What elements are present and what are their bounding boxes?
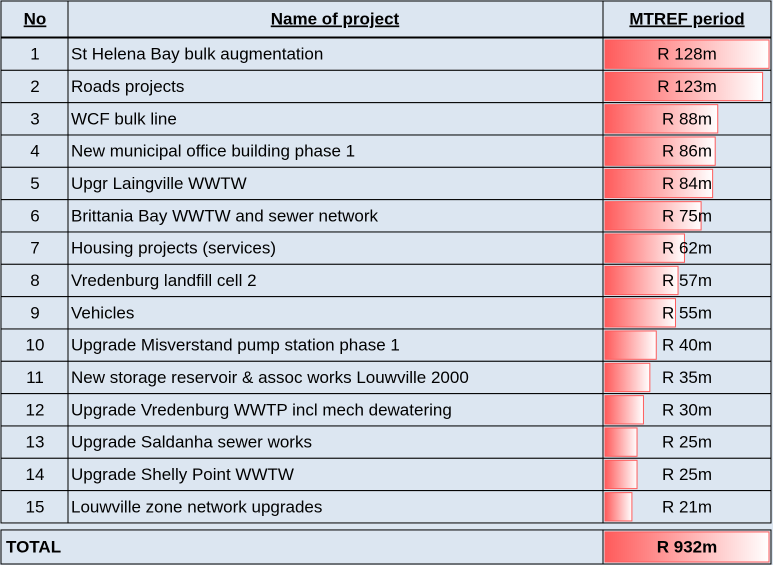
- project-name: Brittania Bay WWTW and sewer network: [71, 206, 379, 225]
- project-name: Upgrade Saldanha sewer works: [71, 433, 312, 452]
- row-number: 1: [30, 45, 39, 64]
- cell: [0, 69, 69, 104]
- value-label: R 35m: [662, 368, 712, 387]
- data-bar: [604, 136, 716, 166]
- project-name: Upgrade Misverstand pump station phase 1: [71, 336, 400, 355]
- cell: [67, 425, 604, 459]
- data-bar: [604, 427, 638, 457]
- header-cell: [67, 0, 604, 38]
- cell: [67, 134, 604, 168]
- value-label: R 84m: [662, 174, 712, 193]
- row-number: 11: [26, 368, 44, 387]
- cell: [67, 69, 604, 104]
- cell: [67, 102, 604, 136]
- row-number: 14: [26, 465, 45, 484]
- row-number: 4: [30, 142, 39, 161]
- total-value: R 932m: [657, 537, 717, 556]
- data-bar: [604, 362, 651, 393]
- project-name: Upgrade Shelly Point WWTW: [71, 465, 294, 484]
- cell: [0, 425, 69, 459]
- project-name: Upgr Laingville WWTW: [71, 174, 247, 193]
- value-label: R 62m: [662, 239, 712, 258]
- data-bar: [604, 39, 770, 69]
- cell: [0, 102, 69, 136]
- data-bar: [604, 459, 638, 490]
- row-number: 6: [30, 206, 39, 225]
- header-text: No: [24, 9, 47, 28]
- project-name: WCF bulk line: [71, 109, 177, 128]
- data-bar: [604, 168, 714, 199]
- value-label: R 55m: [662, 303, 712, 322]
- cell: [0, 134, 69, 168]
- cell: [67, 199, 604, 233]
- cell: [67, 296, 604, 330]
- project-name: New municipal office building phase 1: [71, 142, 355, 161]
- row-number: 10: [26, 336, 45, 355]
- row-number: 12: [26, 400, 45, 419]
- data-bar: [604, 395, 644, 425]
- value-label: R 88m: [662, 109, 712, 128]
- header-cell: [0, 0, 69, 38]
- project-name: Housing projects (services): [71, 239, 276, 258]
- cell: [0, 457, 69, 492]
- data-bar: [604, 330, 657, 360]
- row-number: 9: [30, 303, 39, 322]
- cell: [0, 328, 69, 362]
- cell: [0, 393, 69, 427]
- cell: [0, 490, 69, 524]
- row-number: 13: [26, 433, 45, 452]
- data-bar: [604, 265, 679, 296]
- project-name: Upgrade Vredenburg WWTP incl mech dewate…: [71, 400, 452, 419]
- header-row: No Name of project MTREF period: [0, 0, 772, 38]
- value-label: R 128m: [657, 45, 717, 64]
- project-name: Vredenburg landfill cell 2: [71, 271, 257, 290]
- row-number: 2: [30, 77, 39, 96]
- total-label: TOTAL: [6, 537, 61, 556]
- project-name: Louwville zone network upgrades: [71, 497, 322, 516]
- row-number: 8: [30, 271, 39, 290]
- cell: [67, 490, 604, 524]
- value-label: R 57m: [662, 271, 712, 290]
- value-label: R 86m: [662, 142, 712, 161]
- header-text: MTREF period: [629, 9, 744, 28]
- project-name: New storage reservoir & assoc works Louw…: [71, 368, 469, 387]
- header-text: Name of project: [271, 9, 400, 28]
- value-label: R 30m: [662, 400, 712, 419]
- cell: [0, 199, 69, 233]
- total-bar: [604, 531, 770, 563]
- value-label: R 40m: [662, 336, 712, 355]
- value-label: R 123m: [657, 77, 717, 96]
- row-number: 7: [30, 239, 39, 258]
- cell: [67, 393, 604, 427]
- data-bar: [604, 492, 633, 522]
- value-label: R 75m: [662, 206, 712, 225]
- header-cell: [602, 0, 772, 38]
- row-number: 3: [30, 109, 39, 128]
- cell: [67, 231, 604, 265]
- value-label: R 21m: [662, 497, 712, 516]
- row-number: 15: [26, 497, 45, 516]
- cell: [67, 166, 604, 201]
- data-bar: [604, 71, 764, 102]
- cell: [67, 457, 604, 492]
- cell: [67, 360, 604, 395]
- value-label: R 25m: [662, 465, 712, 484]
- data-bar: [604, 233, 685, 263]
- row-number: 5: [30, 174, 39, 193]
- data-bar: [604, 104, 719, 134]
- project-name: Vehicles: [71, 303, 134, 322]
- data-bar: [604, 201, 702, 231]
- cell: [0, 529, 604, 565]
- project-name: St Helena Bay bulk augmentation: [71, 45, 323, 64]
- value-label: R 25m: [662, 433, 712, 452]
- data-bar: [604, 298, 676, 328]
- project-name: Roads projects: [71, 77, 184, 96]
